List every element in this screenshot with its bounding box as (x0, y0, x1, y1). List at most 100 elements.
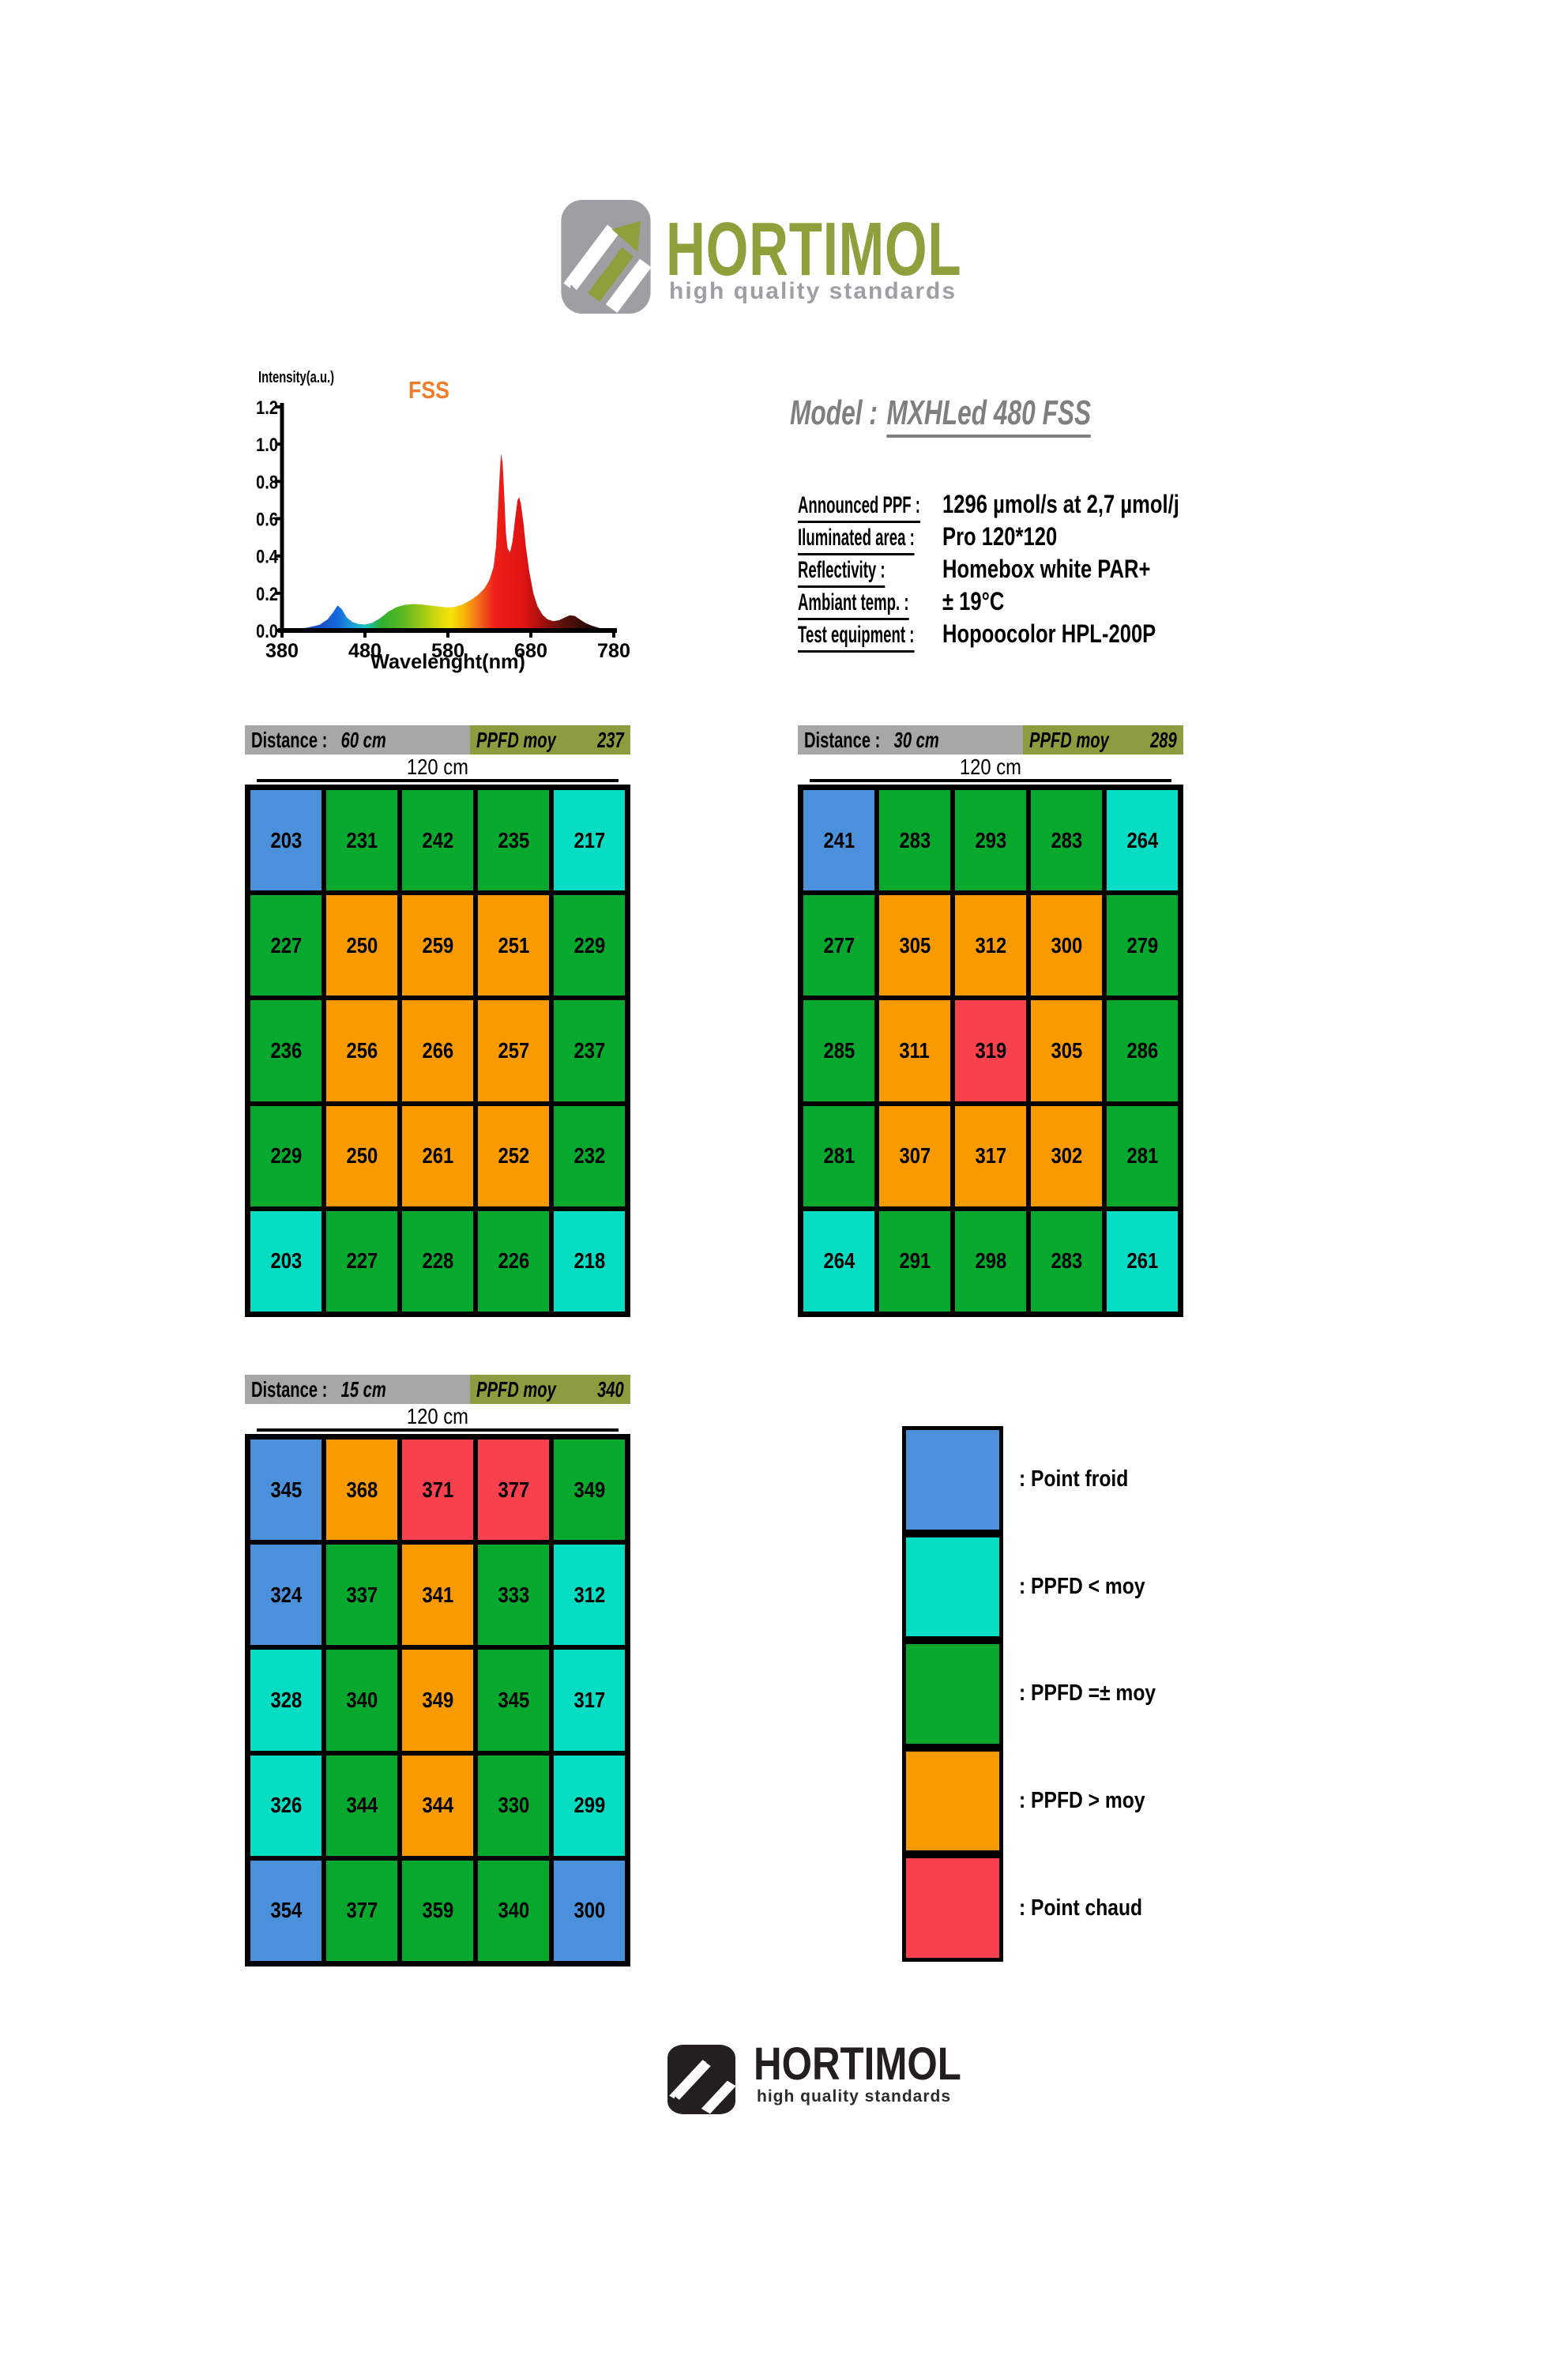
legend-row: : PPFD =± moy (902, 1640, 1180, 1748)
ppfd-cell: 281 (801, 1103, 877, 1209)
ppfd-value: 324 (270, 1582, 302, 1607)
ppfd-value: 291 (899, 1248, 931, 1274)
ppfd-value: 250 (346, 1143, 378, 1169)
ppfd-value: 354 (270, 1898, 302, 1923)
ppfd-moy-value: 237 (597, 727, 624, 752)
spec-row: Ambiant temp. : ± 19°C (798, 586, 1398, 620)
ppfd-cell: 344 (400, 1752, 476, 1858)
hortimol-footer-logo-icon (667, 2045, 735, 2114)
ppfd-moy-value: 340 (597, 1376, 624, 1402)
ppfd-value: 340 (498, 1898, 529, 1923)
ppfd-cell: 218 (551, 1208, 627, 1314)
ppfd-value: 229 (573, 932, 605, 958)
ppfd-cell: 328 (248, 1647, 324, 1753)
ppfd-value: 203 (270, 827, 302, 852)
ppfd-cell: 217 (551, 788, 627, 894)
color-legend: : Point froid: PPFD < moy: PPFD =± moy: … (902, 1426, 1180, 1962)
ppfd-cell: 226 (476, 1208, 551, 1314)
ppfd-cell: 333 (476, 1542, 551, 1648)
ppfd-table-30cm: Distance :30 cm PPFD moy 289 120 cm 241 2… (798, 725, 1183, 1317)
ppfd-value: 299 (573, 1793, 605, 1818)
ppfd-cell: 298 (953, 1208, 1028, 1314)
ppfd-value: 368 (346, 1477, 378, 1502)
ppfd-value: 345 (270, 1477, 302, 1502)
ppfd-value: 241 (823, 827, 855, 852)
ppfd-value: 305 (1051, 1037, 1082, 1063)
ppfd-value: 283 (899, 827, 931, 852)
ppfd-moy-band: PPFD moy 289 (1023, 725, 1183, 755)
width-label: 120 cm (406, 1404, 469, 1428)
ppfd-cell: 285 (801, 998, 877, 1104)
ppfd-value: 371 (422, 1477, 453, 1502)
ppfd-cell: 237 (551, 998, 627, 1104)
axis-tick-label: 1.0 (257, 435, 278, 456)
ppfd-cell: 300 (551, 1857, 627, 1963)
ppfd-value: 277 (823, 932, 855, 958)
ppfd-cell: 203 (248, 788, 324, 894)
ppfd-cell: 312 (551, 1542, 627, 1648)
ppfd-grid-15cm: 345 368 371 377 349 324 337 341 333 312 328 340 349 3… (245, 1434, 630, 1966)
legend-row: : Point froid (902, 1426, 1180, 1534)
ppfd-cell: 349 (400, 1647, 476, 1753)
spec-row: Test equipment : Hopoocolor HPL-200P (798, 619, 1398, 653)
ppfd-value: 259 (422, 932, 453, 958)
ppfd-moy-label: PPFD moy (476, 1376, 557, 1402)
ppfd-value: 235 (498, 827, 529, 852)
ppfd-cell: 305 (1028, 998, 1104, 1104)
spec-row: Reflectivity : Homebox white PAR+ (798, 554, 1398, 588)
distance-value: 30 cm (893, 727, 939, 752)
ppfd-value: 257 (498, 1037, 529, 1063)
ppfd-value: 242 (422, 827, 453, 852)
legend-label: : PPFD > moy (1019, 1788, 1145, 1814)
width-label: 120 cm (406, 755, 469, 779)
legend-label: : Point chaud (1019, 1895, 1143, 1921)
ppfd-value: 305 (899, 932, 931, 958)
ppfd-value: 293 (975, 827, 1006, 852)
ppfd-value: 300 (1051, 932, 1082, 958)
ppfd-value: 337 (346, 1582, 378, 1607)
axis-tick-label: 0.2 (257, 584, 278, 605)
ppfd-cell: 264 (1104, 788, 1180, 894)
ppfd-value: 236 (270, 1037, 302, 1063)
width-underline (257, 1428, 619, 1432)
ppfd-cell: 324 (248, 1542, 324, 1648)
ppfd-value: 252 (498, 1143, 529, 1169)
ppfd-cell: 359 (400, 1857, 476, 1963)
ppfd-moy-value: 289 (1150, 727, 1177, 752)
ppfd-moy-band: PPFD moy 340 (470, 1375, 630, 1404)
ppfd-value: 229 (270, 1143, 302, 1169)
ppfd-cell: 229 (551, 893, 627, 999)
ppfd-cell: 377 (476, 1437, 551, 1543)
legend-swatch-red (902, 1854, 1003, 1962)
ppfd-value: 256 (346, 1037, 378, 1063)
spec-value: 1296 µmol/s at 2,7 µmol/j (942, 490, 1179, 518)
ppfd-grid-60cm: 203 231 242 235 217 227 250 259 251 229 236 256 266 2… (245, 785, 630, 1317)
ppfd-value: 251 (498, 932, 529, 958)
ppfd-value: 349 (573, 1477, 605, 1502)
ppfd-cell: 307 (877, 1103, 953, 1209)
ppfd-value: 283 (1051, 1248, 1082, 1274)
ppfd-value: 264 (1126, 827, 1158, 852)
ppfd-value: 319 (975, 1037, 1006, 1063)
ppfd-cell: 305 (877, 893, 953, 999)
ppfd-value: 283 (1051, 827, 1082, 852)
ppfd-moy-band: PPFD moy 237 (470, 725, 630, 755)
ppfd-cell: 283 (1028, 788, 1104, 894)
ppfd-cell: 227 (248, 893, 324, 999)
ppfd-value: 300 (573, 1898, 605, 1923)
spectrum-chart: 380 480 580 680 780 0.0 0.2 0.4 0.6 0.8 1.0 1.2 Int… (257, 369, 630, 673)
ppfd-value: 227 (270, 932, 302, 958)
ppfd-value: 312 (573, 1582, 605, 1607)
distance-label: Distance : (251, 1376, 328, 1402)
ppfd-cell: 236 (248, 998, 324, 1104)
ppfd-value: 341 (422, 1582, 453, 1607)
model-label: Model : (790, 393, 878, 432)
ppfd-cell: 261 (1104, 1208, 1180, 1314)
ppfd-value: 217 (573, 827, 605, 852)
ppfd-table-60cm: Distance :60 cm PPFD moy 237 120 cm 203 2… (245, 725, 630, 1317)
ppfd-cell: 257 (476, 998, 551, 1104)
ppfd-cell: 203 (248, 1208, 324, 1314)
ppfd-value: 264 (823, 1248, 855, 1274)
ppfd-value: 349 (422, 1687, 453, 1712)
